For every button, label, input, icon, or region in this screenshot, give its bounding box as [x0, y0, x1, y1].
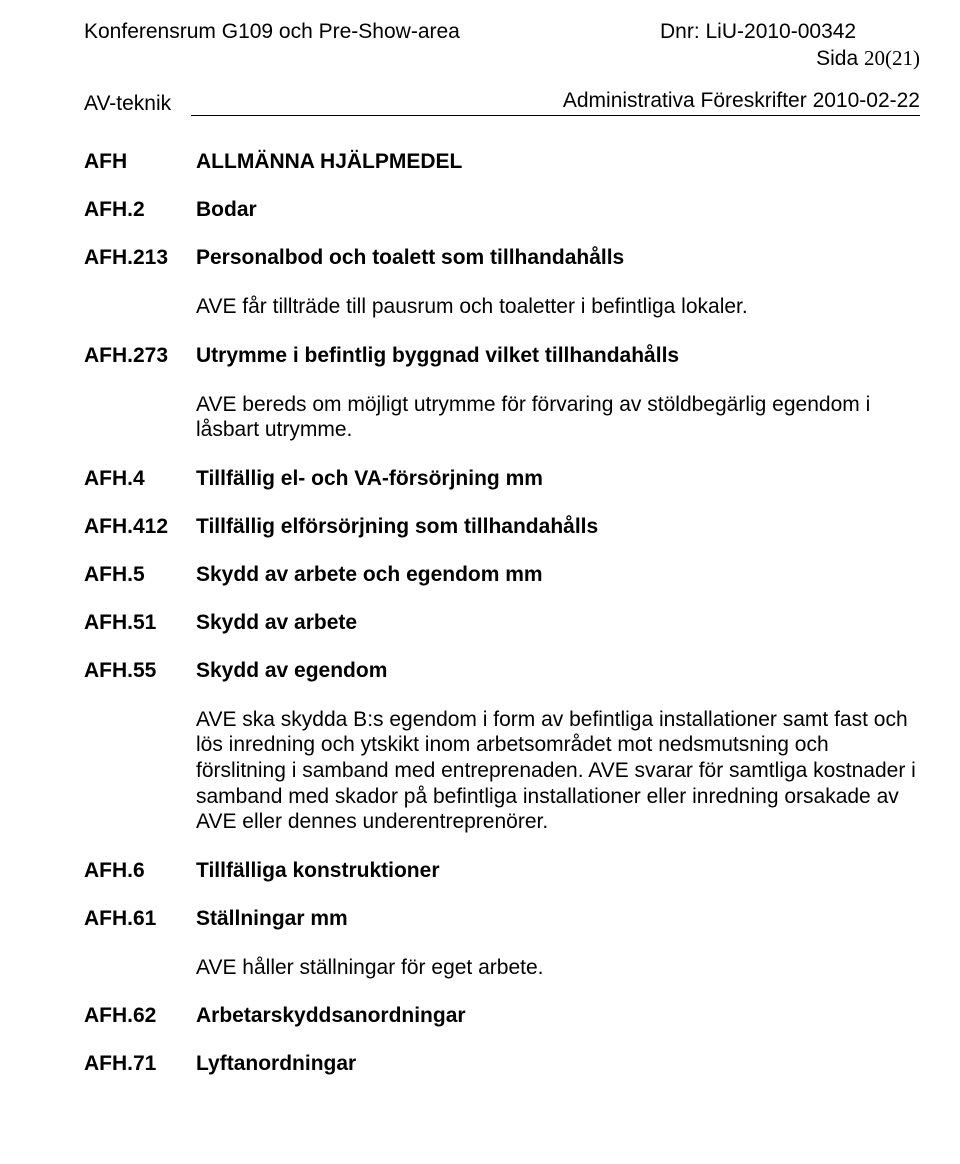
section-code: AFH.5 — [84, 563, 196, 587]
header-row: Konferensrum G109 och Pre-Show-area Dnr:… — [84, 20, 920, 44]
section-title: Lyftanordningar — [196, 1052, 920, 1076]
section-code: AFH.71 — [84, 1052, 196, 1076]
section-afh61: AFH.61 Ställningar mm — [84, 907, 920, 931]
section-title: Ställningar mm — [196, 907, 920, 931]
header-dnr: Dnr: LiU-2010-00342 — [660, 20, 920, 44]
section-title: Arbetarskyddsanordningar — [196, 1004, 920, 1028]
document-page: Konferensrum G109 och Pre-Show-area Dnr:… — [0, 0, 960, 1160]
section-code: AFH.6 — [84, 859, 196, 883]
section-code: AFH.273 — [84, 344, 196, 368]
section-code: AFH.2 — [84, 198, 196, 222]
section-afh412: AFH.412 Tillfällig elförsörjning som til… — [84, 515, 920, 539]
subheader-right: Administrativa Föreskrifter 2010-02-22 — [191, 89, 920, 116]
subheader-row: AV-teknik Administrativa Föreskrifter 20… — [84, 89, 920, 116]
section-title: Bodar — [196, 198, 920, 222]
section-title: ALLMÄNNA HJÄLPMEDEL — [196, 150, 920, 174]
section-title: Tillfällig elförsörjning som tillhandahå… — [196, 515, 920, 539]
section-title: Skydd av arbete — [196, 611, 920, 635]
section-afh62: AFH.62 Arbetarskyddsanordningar — [84, 1004, 920, 1028]
section-code: AFH.412 — [84, 515, 196, 539]
section-afh4: AFH.4 Tillfällig el- och VA-försörjning … — [84, 467, 920, 491]
page-number: Sida 20(21) — [84, 46, 920, 71]
section-code: AFH.61 — [84, 907, 196, 931]
section-afh6: AFH.6 Tillfälliga konstruktioner — [84, 859, 920, 883]
section-title: Tillfälliga konstruktioner — [196, 859, 920, 883]
section-afh55: AFH.55 Skydd av egendom — [84, 659, 920, 683]
section-afh71: AFH.71 Lyftanordningar — [84, 1052, 920, 1076]
page-value: 20(21) — [864, 46, 920, 70]
body-para-3: AVE ska skydda B:s egendom i form av bef… — [196, 707, 920, 835]
body-para-1: AVE får tillträde till pausrum och toale… — [196, 294, 920, 320]
section-code: AFH.213 — [84, 246, 196, 270]
section-afh: AFH ALLMÄNNA HJÄLPMEDEL — [84, 150, 920, 174]
section-title: Tillfällig el- och VA-försörjning mm — [196, 467, 920, 491]
section-afh51: AFH.51 Skydd av arbete — [84, 611, 920, 635]
section-title: Personalbod och toalett som tillhandahål… — [196, 246, 920, 270]
section-afh2: AFH.2 Bodar — [84, 198, 920, 222]
section-code: AFH.62 — [84, 1004, 196, 1028]
subheader-left: AV-teknik — [84, 92, 171, 116]
section-afh273: AFH.273 Utrymme i befintlig byggnad vilk… — [84, 344, 920, 368]
section-title: Skydd av egendom — [196, 659, 920, 683]
body-para-4: AVE håller ställningar för eget arbete. — [196, 955, 920, 981]
section-afh5: AFH.5 Skydd av arbete och egendom mm — [84, 563, 920, 587]
body-para-2: AVE bereds om möjligt utrymme för förvar… — [196, 392, 920, 443]
section-code: AFH.4 — [84, 467, 196, 491]
header-left: Konferensrum G109 och Pre-Show-area — [84, 20, 460, 44]
section-code: AFH.55 — [84, 659, 196, 683]
section-title: Utrymme i befintlig byggnad vilket tillh… — [196, 344, 920, 368]
section-title: Skydd av arbete och egendom mm — [196, 563, 920, 587]
section-code: AFH.51 — [84, 611, 196, 635]
section-code: AFH — [84, 150, 196, 174]
section-afh213: AFH.213 Personalbod och toalett som till… — [84, 246, 920, 270]
page-prefix: Sida — [816, 47, 864, 70]
